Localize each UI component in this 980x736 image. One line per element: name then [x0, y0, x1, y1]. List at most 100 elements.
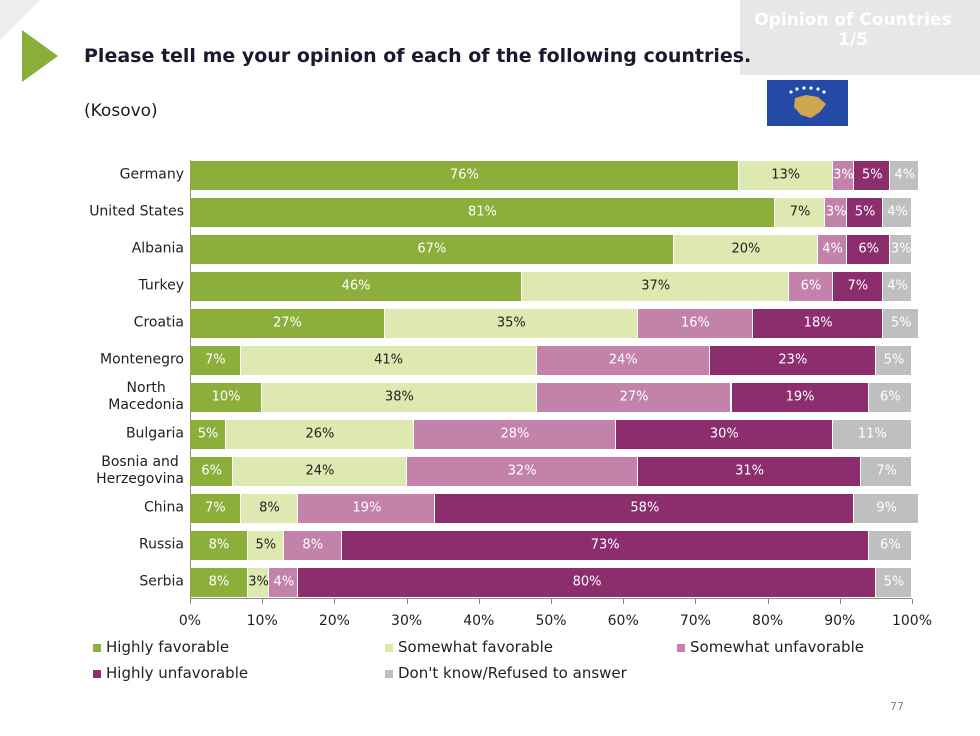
bar-segment — [190, 419, 227, 449]
value-label: 58% — [630, 500, 660, 516]
bar-segment — [774, 197, 826, 227]
legend-swatch — [385, 670, 393, 678]
x-tick-mark — [912, 599, 913, 604]
bar-segment — [190, 345, 241, 375]
bar-segment — [890, 160, 920, 190]
bar-segment — [298, 567, 876, 597]
bar-segment — [789, 271, 833, 301]
y-tick-label: Serbia — [139, 573, 184, 590]
bar-segment — [731, 382, 869, 412]
y-tick-label: Germany — [119, 166, 184, 183]
y-tick-label: Albania — [131, 240, 184, 257]
value-label: 7% — [204, 352, 226, 368]
value-label: 26% — [305, 426, 335, 442]
value-label: 67% — [417, 241, 447, 257]
bar-segment — [190, 234, 674, 264]
x-tick-mark — [695, 599, 697, 604]
bar-segment — [283, 530, 342, 560]
value-label: 16% — [680, 315, 710, 331]
bar-segment — [883, 197, 912, 227]
bar-segment — [709, 345, 876, 375]
bar-segment — [233, 456, 407, 486]
value-label: 3% — [833, 167, 854, 183]
y-tick-label: North Macedonia — [108, 380, 184, 413]
x-tick-mark — [406, 599, 408, 604]
x-tick-label: 10% — [246, 613, 278, 629]
value-label: 3% — [825, 204, 847, 220]
x-tick-label: 0% — [178, 613, 202, 629]
x-tick-mark — [190, 599, 191, 604]
value-label: 7% — [789, 204, 811, 220]
bar-segment — [190, 160, 739, 190]
value-label: 19% — [785, 389, 815, 405]
value-label: 6% — [880, 537, 901, 553]
bar-segment — [883, 308, 920, 338]
value-label: 11% — [857, 426, 887, 442]
value-label: 6% — [880, 389, 901, 405]
y-tick-label: Bulgaria — [125, 425, 184, 442]
x-tick-mark — [262, 599, 264, 604]
chart-subtitle: (Kosovo) — [84, 101, 158, 121]
y-tick-label: Bosnia and Herzegovina — [96, 454, 184, 487]
value-label: 30% — [709, 426, 739, 442]
flag-map — [794, 95, 826, 118]
value-label: 6% — [201, 463, 222, 479]
bar-segment — [825, 197, 848, 227]
bar-segment — [190, 530, 248, 560]
bar-segment — [854, 160, 891, 190]
value-label: 6% — [800, 278, 822, 294]
x-tick-mark — [839, 599, 841, 604]
header-tab: Opinion of Countries 1/5 — [740, 10, 966, 50]
y-tick-label: Russia — [138, 536, 184, 553]
value-label: 76% — [449, 167, 479, 183]
value-label: 46% — [341, 278, 371, 294]
legend-swatch — [385, 644, 393, 652]
legend-label: Somewhat favorable — [398, 638, 553, 656]
bar-segment — [753, 308, 884, 338]
bar-segment — [384, 308, 638, 338]
x-tick-label: 80% — [752, 613, 784, 629]
bar-segment — [637, 456, 862, 486]
value-label: 8% — [259, 500, 280, 516]
x-tick-mark — [767, 599, 769, 604]
bar-segment — [413, 419, 616, 449]
y-tick-label: Turkey — [138, 277, 184, 294]
bar-segment — [190, 382, 263, 412]
green-arrow — [22, 30, 58, 82]
value-label: 5% — [883, 352, 905, 368]
bar-segment — [298, 493, 436, 523]
value-label: 24% — [305, 463, 335, 479]
bar-segment — [190, 567, 248, 597]
value-label: 7% — [847, 278, 869, 294]
legend-swatch — [93, 644, 101, 652]
y-axis-line — [190, 160, 191, 599]
bar-segment — [868, 382, 912, 412]
value-label: 5% — [861, 167, 883, 183]
bar-segment — [673, 234, 819, 264]
bar-segment — [847, 197, 884, 227]
bar-segment — [854, 493, 920, 523]
header-tab-line: 1/5 — [838, 30, 868, 50]
x-tick-label: 70% — [679, 613, 711, 629]
header-tab-line: Opinion of Countries — [754, 10, 952, 30]
value-label: 8% — [208, 574, 230, 590]
value-label: 13% — [771, 167, 801, 183]
page-number: 77 — [890, 700, 904, 713]
value-label: 23% — [778, 352, 808, 368]
value-label: 3% — [248, 574, 269, 590]
bar-segment — [868, 530, 912, 560]
bar-segment — [226, 419, 414, 449]
value-label: 20% — [731, 241, 761, 257]
legend-item: Don't know/Refused to answer — [385, 664, 627, 682]
value-label: 28% — [500, 426, 530, 442]
x-tick-mark — [478, 599, 480, 604]
value-label: 10% — [211, 389, 241, 405]
bar-segment — [536, 345, 710, 375]
value-label: 24% — [608, 352, 638, 368]
bar-segment — [818, 234, 847, 264]
bar-segment — [890, 234, 912, 264]
bar-segment — [832, 271, 884, 301]
legend-item: Highly favorable — [93, 638, 229, 656]
flag-stars — [789, 86, 826, 94]
value-label: 5% — [890, 315, 912, 331]
